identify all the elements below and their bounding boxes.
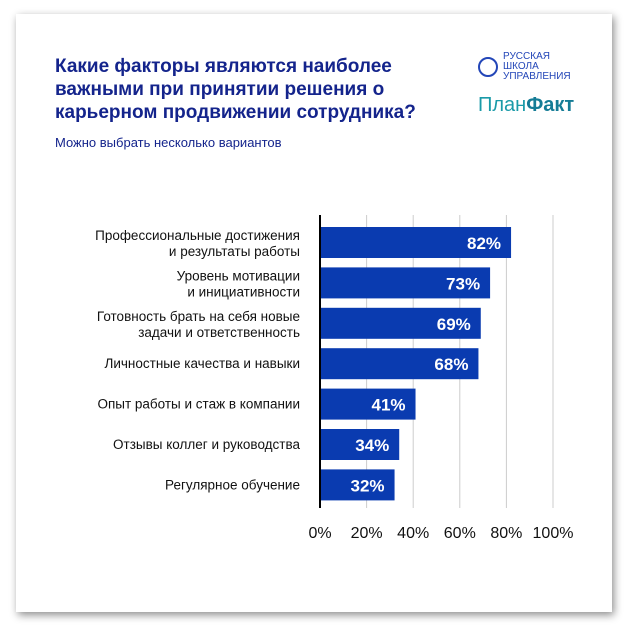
- x-tick-label: 80%: [490, 525, 522, 542]
- category-label: Уровень мотивации и инициативности: [177, 268, 300, 299]
- data-label: 69%: [437, 315, 471, 334]
- category-label: Профессиональные достижения и результаты …: [95, 228, 300, 259]
- data-label: 82%: [467, 234, 501, 253]
- bar: [320, 429, 400, 460]
- data-label: 68%: [434, 355, 468, 374]
- category-label: Опыт работы и стаж в компании: [97, 397, 300, 412]
- bar: [320, 227, 512, 258]
- x-tick-label: 20%: [351, 525, 383, 542]
- data-label: 34%: [355, 436, 389, 455]
- planfakt-logo: ПланФакт: [478, 94, 574, 117]
- x-tick-label: 60%: [444, 525, 476, 542]
- planfakt-logo-a: План: [478, 94, 527, 116]
- globe-icon: [478, 57, 498, 77]
- chart-title: Какие факторы являются наиболее важными …: [55, 56, 416, 123]
- data-label: 32%: [351, 476, 385, 495]
- school-logo: РУССКАЯ ШКОЛА УПРАВЛЕНИЯ: [478, 52, 571, 82]
- category-label: Готовность брать на себя новые задачи и о…: [97, 309, 300, 340]
- category-label: Личностные качества и навыки: [105, 356, 301, 371]
- bar: [320, 388, 416, 420]
- data-label: 41%: [371, 396, 405, 415]
- x-tick-label: 100%: [533, 525, 574, 542]
- bar: [320, 307, 481, 339]
- bar: [320, 469, 395, 501]
- x-tick-label: 40%: [397, 525, 429, 542]
- x-tick-label: 0%: [308, 525, 331, 542]
- school-logo-text: РУССКАЯ ШКОЛА УПРАВЛЕНИЯ: [503, 51, 571, 82]
- category-label: Регулярное обучение: [165, 477, 300, 492]
- data-label: 73%: [446, 274, 480, 293]
- bar: [320, 348, 479, 380]
- bar: [320, 267, 491, 299]
- category-label: Отзывы коллег и руководства: [113, 437, 300, 452]
- planfakt-logo-b: Факт: [526, 94, 575, 116]
- card: [16, 14, 612, 612]
- chart-subtitle: Можно выбрать несколько вариантов: [55, 135, 282, 150]
